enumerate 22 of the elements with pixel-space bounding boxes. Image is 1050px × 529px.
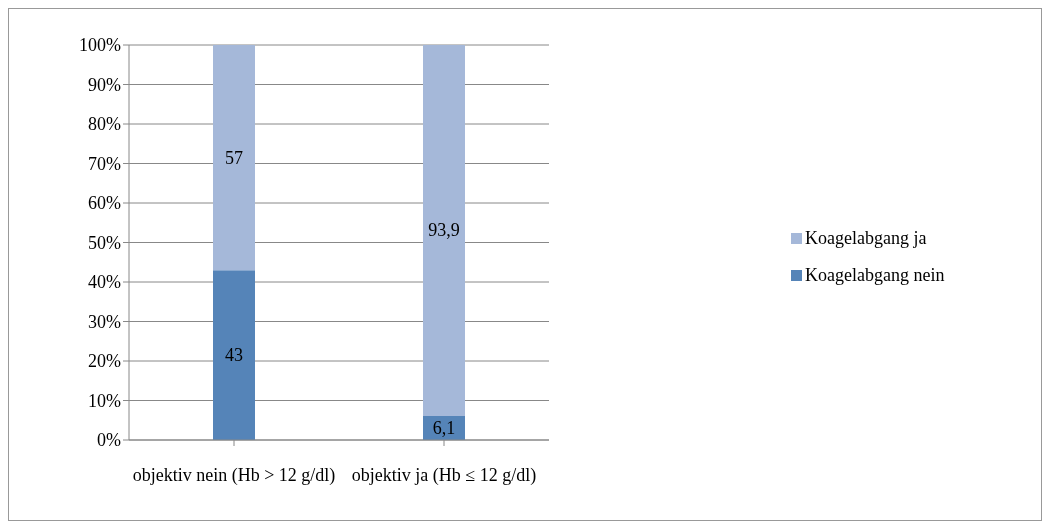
legend-label: Koagelabgang nein: [805, 264, 945, 286]
y-tick-label: 100%: [79, 35, 121, 56]
bar: [423, 45, 465, 416]
y-tick-label: 60%: [88, 193, 121, 214]
legend-label: Koagelabgang ja: [805, 227, 927, 249]
y-tick-label: 10%: [88, 390, 121, 411]
bar: [213, 270, 255, 440]
y-tick-label: 30%: [88, 311, 121, 332]
x-tick-label: objektiv nein (Hb > 12 g/dl): [132, 464, 336, 486]
y-tick-label: 40%: [88, 272, 121, 293]
bar: [213, 45, 255, 271]
y-tick-label: 80%: [88, 114, 121, 135]
data-label: 6,1: [432, 417, 456, 438]
x-tick-label: objektiv ja (Hb ≤ 12 g/dl): [351, 464, 537, 486]
y-tick-label: 50%: [88, 232, 121, 253]
data-label: 93,9: [428, 220, 460, 241]
y-tick-label: 70%: [88, 153, 121, 174]
y-tick-label: 90%: [88, 74, 121, 95]
y-tick-label: 20%: [88, 351, 121, 372]
data-label: 57: [225, 147, 243, 168]
data-label: 43: [225, 345, 243, 366]
y-tick-label: 0%: [97, 430, 121, 451]
